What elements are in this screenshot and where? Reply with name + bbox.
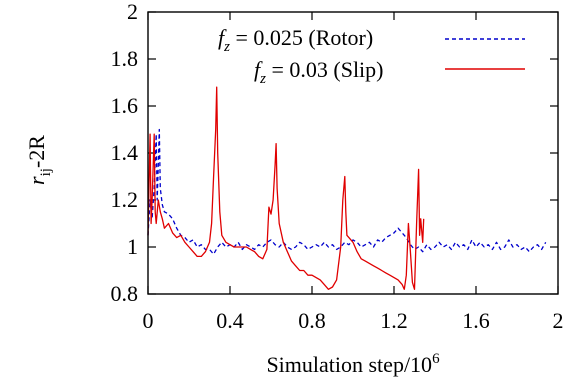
y-tick-label: 1.2 bbox=[111, 187, 139, 212]
legend: fz = 0.025 (Rotor) fz = 0.03 (Slip) bbox=[218, 25, 525, 87]
legend-label-rotor: fz = 0.025 (Rotor) bbox=[218, 25, 373, 55]
y-tick-label: 0.8 bbox=[111, 281, 139, 306]
y-tick-label: 1.6 bbox=[111, 93, 139, 118]
y-tick-label: 1 bbox=[127, 234, 138, 259]
x-axis-ticks: 0 0.4 0.8 1.2 1.6 2 bbox=[143, 12, 564, 333]
y-axis-label: rij-2R bbox=[24, 135, 54, 185]
y-tick-label: 1.8 bbox=[111, 46, 139, 71]
x-tick-label: 0.4 bbox=[216, 308, 244, 333]
plot-frame bbox=[147, 11, 559, 295]
y-tick-label: 2 bbox=[127, 0, 138, 24]
series-line-slip bbox=[147, 86, 425, 290]
x-tick-label: 1.2 bbox=[380, 308, 408, 333]
x-axis-label: Simulation step/106 bbox=[266, 351, 440, 377]
legend-label-slip: fz = 0.03 (Slip) bbox=[254, 57, 384, 87]
x-tick-label: 2 bbox=[553, 308, 564, 333]
y-tick-label: 1.4 bbox=[111, 140, 139, 165]
x-tick-label: 0 bbox=[143, 308, 154, 333]
x-tick-label: 1.6 bbox=[462, 308, 490, 333]
x-tick-label: 0.8 bbox=[298, 308, 326, 333]
series-group bbox=[147, 86, 547, 290]
